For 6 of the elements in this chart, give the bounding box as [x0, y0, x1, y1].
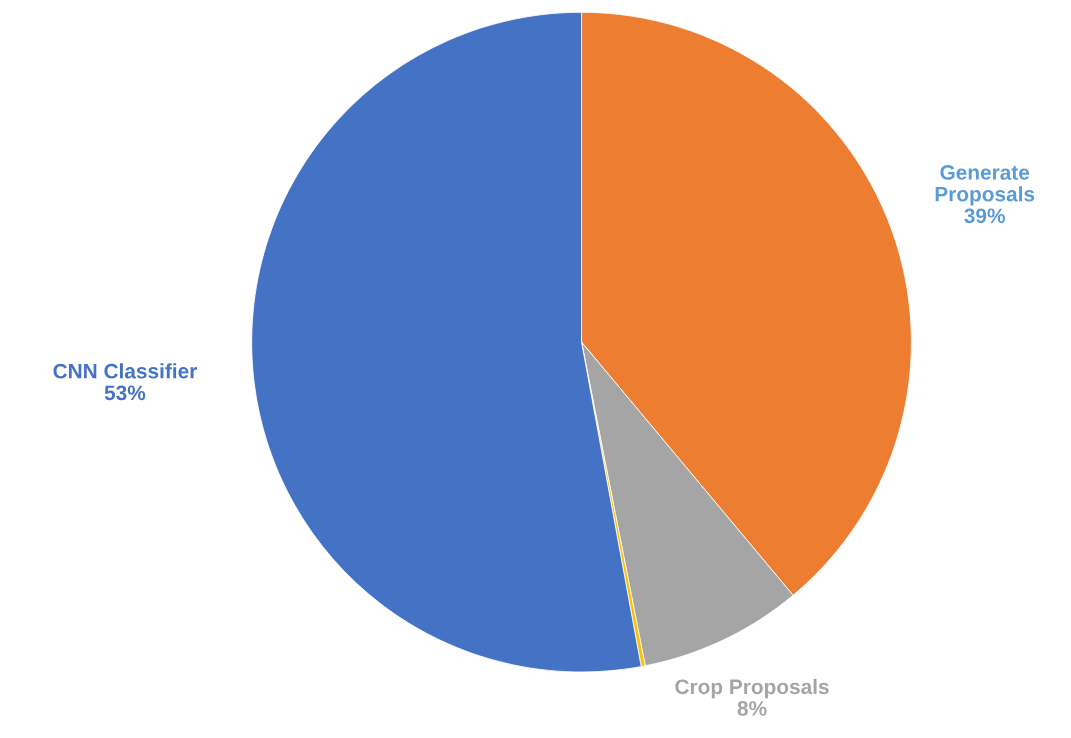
data-label: 8% [737, 701, 767, 716]
slice-label: Crop Proposals [675, 678, 829, 699]
slice-label: CNN Classifier [53, 363, 197, 379]
data-label: 53% [104, 385, 146, 401]
data-label: 39% [964, 208, 1005, 224]
slice-label: Generate Proposals [935, 165, 1035, 206]
